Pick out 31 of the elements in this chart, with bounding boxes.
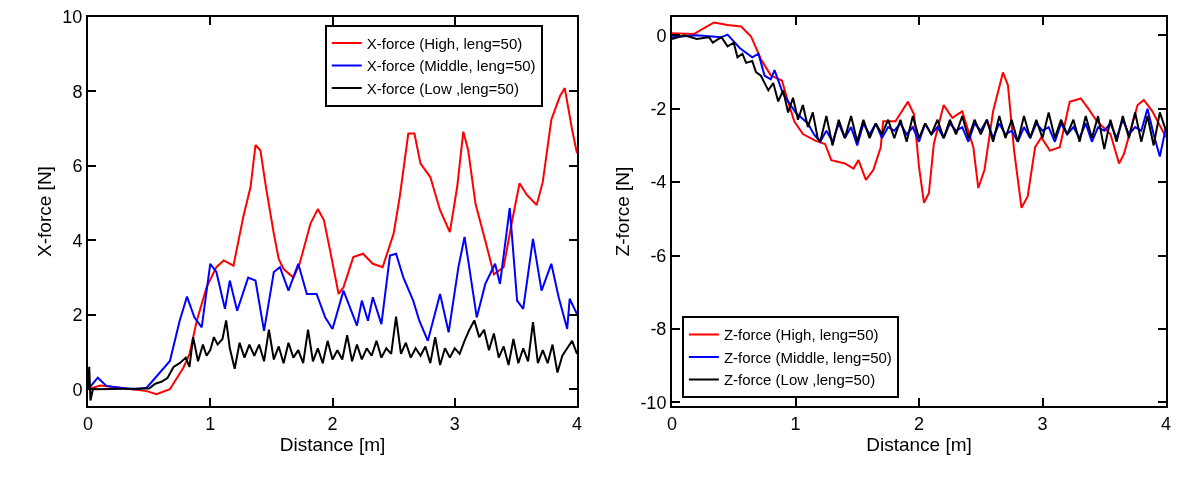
- x-tick-label: 4: [571, 413, 583, 434]
- y-tick-label: -4: [650, 172, 667, 193]
- y-tick-label: 6: [72, 156, 83, 177]
- x-tick-label: 1: [790, 413, 801, 434]
- legend-label: X-force (Low ,leng=50): [366, 79, 519, 97]
- x-tick-label: 3: [449, 413, 460, 434]
- y-tick-label: 8: [72, 81, 83, 102]
- legend-label: X-force (Middle, leng=50): [366, 57, 536, 75]
- y-tick-label: -6: [650, 245, 667, 266]
- x-axis-title: Distance [m]: [279, 433, 386, 455]
- x-tick-label: 1: [205, 413, 216, 434]
- x-tick-label: 4: [1160, 413, 1172, 434]
- y-axis-title: Z-force [N]: [611, 166, 633, 257]
- legend-label: Z-force (Middle, leng=50): [723, 348, 892, 366]
- x-tick-label: 2: [913, 413, 925, 434]
- x-axis-title: Distance [m]: [866, 433, 972, 455]
- y-tick-label: -8: [650, 319, 667, 340]
- legend-label: X-force (High, leng=50): [366, 34, 523, 52]
- x-tick-label: 2: [327, 413, 338, 434]
- y-tick-label: 0: [72, 379, 83, 400]
- y-tick-label: 4: [72, 230, 83, 251]
- y-tick-label: -2: [650, 99, 667, 120]
- y-tick-label: 10: [62, 7, 83, 28]
- y-tick-label: -10: [640, 392, 667, 413]
- legend-label: Z-force (High, leng=50): [723, 326, 879, 344]
- y-axis-title: X-force [N]: [33, 166, 55, 257]
- x-tick-label: 3: [1037, 413, 1048, 434]
- y-tick-label: 0: [656, 25, 667, 46]
- line-series: [672, 21, 1166, 209]
- y-tick-label: 2: [72, 305, 83, 326]
- legend-label: Z-force (Low ,leng=50): [723, 371, 876, 389]
